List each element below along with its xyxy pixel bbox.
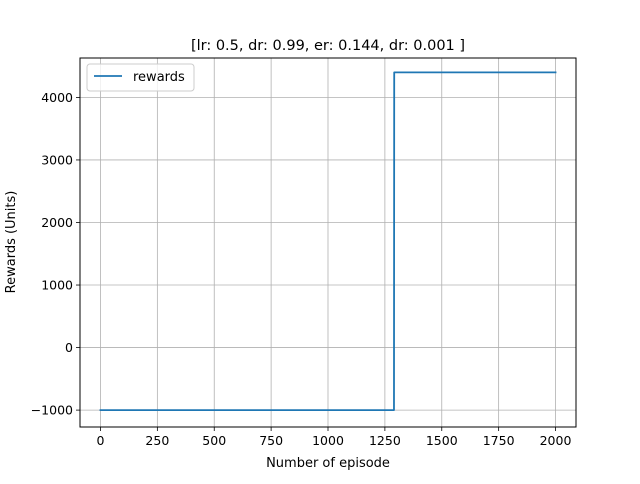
y-tick-label: −1000 [31,403,73,418]
legend: rewards [86,63,195,92]
y-axis-ticks: −1000 0 1000 2000 3000 4000 [31,90,80,418]
x-axis-label: Number of episode [266,456,390,471]
y-axis-label: Rewards (Units) [4,191,19,294]
y-tick-label: 3000 [41,152,73,167]
y-tick-label: 0 [65,340,73,355]
legend-label-rewards: rewards [133,70,185,85]
x-tick-label: 1750 [483,433,515,448]
x-tick-label: 750 [259,433,283,448]
y-tick-label: 4000 [41,90,73,105]
y-tick-label: 1000 [41,278,73,293]
x-tick-label: 1250 [369,433,401,448]
series-line-rewards [99,71,557,412]
legend-box [86,63,195,92]
chart-title: [lr: 0.5, dr: 0.99, er: 0.144, dr: 0.001… [191,38,465,54]
x-tick-label: 0 [97,433,105,448]
series-layer [99,71,557,412]
x-tick-label: 500 [202,433,226,448]
x-tick-label: 2000 [540,433,572,448]
x-axis-ticks: 0 250 500 750 1000 1250 1500 1750 2000 [97,427,572,448]
x-tick-label: 250 [145,433,169,448]
x-tick-label: 1000 [312,433,344,448]
x-tick-label: 1500 [426,433,458,448]
y-tick-label: 2000 [41,215,73,230]
